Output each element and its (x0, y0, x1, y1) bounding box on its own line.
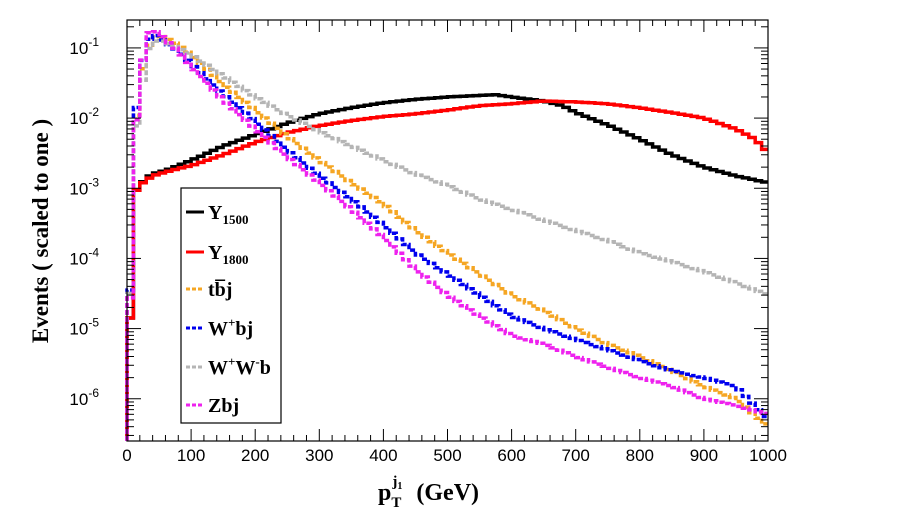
y-tick-label: 10-4 (69, 245, 99, 268)
legend-box (180, 187, 282, 424)
y-axis-title: Events ( scaled to one ) (28, 119, 53, 343)
x-tick-label: 0 (122, 446, 131, 465)
x-axis-title: pTj1 (GeV) (378, 474, 479, 511)
x-tick-label: 100 (177, 446, 205, 465)
x-tick-label: 500 (433, 446, 461, 465)
series-line-y1800 (125, 99, 768, 441)
x-tick-label: 600 (497, 446, 525, 465)
x-tick-label: 1000 (749, 446, 787, 465)
plot-area (125, 30, 768, 441)
series-line-zbj (125, 30, 768, 441)
legend-label-y1800: Y1800 (208, 242, 248, 267)
y-tick-label: 10-1 (69, 35, 99, 58)
legend: Y1500 Y1800 tb̅j W+bj W+W-b Zbj (180, 187, 282, 424)
x-tick-label: 700 (562, 446, 590, 465)
x-tick-label: 800 (626, 446, 654, 465)
legend-label-tbbarj: tb̅j (208, 278, 232, 301)
y-tick-label: 10-2 (69, 105, 99, 128)
series-line-w-w-b (125, 39, 768, 441)
legend-label-wpbj: W+bj (208, 315, 253, 340)
legend-label-wpwmb: W+W-b (208, 354, 271, 379)
series-line-tbbarj (125, 34, 768, 441)
x-tick-label: 300 (305, 446, 333, 465)
x-tick-label: 200 (241, 446, 269, 465)
axes: 0 100 200 300 400 500 600 700 800 900 1000 10-6 10-5… (69, 20, 787, 465)
x-tick-label: 400 (369, 446, 397, 465)
series-line-w-bj (125, 33, 768, 441)
x-tick-label: 900 (690, 446, 718, 465)
legend-label-zbj: Zbj (208, 395, 239, 417)
y-tick-label: 10-3 (69, 175, 99, 198)
y-tick-label: 10-6 (69, 386, 99, 409)
legend-label-y1500: Y1500 (208, 202, 248, 227)
series-line-y1500 (125, 93, 768, 441)
y-tick-label: 10-5 (69, 316, 99, 339)
